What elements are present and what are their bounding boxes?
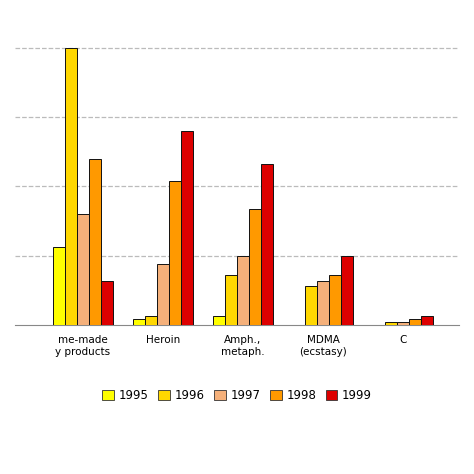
Bar — [329, 275, 341, 325]
Bar — [341, 255, 353, 325]
Bar — [181, 131, 193, 325]
Bar — [77, 214, 89, 325]
Bar — [145, 317, 157, 325]
Bar — [317, 281, 329, 325]
Bar — [213, 317, 225, 325]
Legend: 1995, 1996, 1997, 1998, 1999: 1995, 1996, 1997, 1998, 1999 — [99, 385, 375, 406]
Bar — [89, 159, 101, 325]
Bar — [305, 286, 317, 325]
Bar — [397, 322, 409, 325]
Bar — [101, 281, 113, 325]
Bar — [65, 48, 77, 325]
Bar — [133, 319, 145, 325]
Bar — [421, 317, 433, 325]
Bar — [53, 247, 65, 325]
Bar — [225, 275, 237, 325]
Bar — [261, 164, 273, 325]
Bar — [157, 264, 169, 325]
Bar — [385, 322, 397, 325]
Bar — [409, 319, 421, 325]
Bar — [249, 209, 261, 325]
Bar — [169, 181, 181, 325]
Bar — [237, 255, 249, 325]
